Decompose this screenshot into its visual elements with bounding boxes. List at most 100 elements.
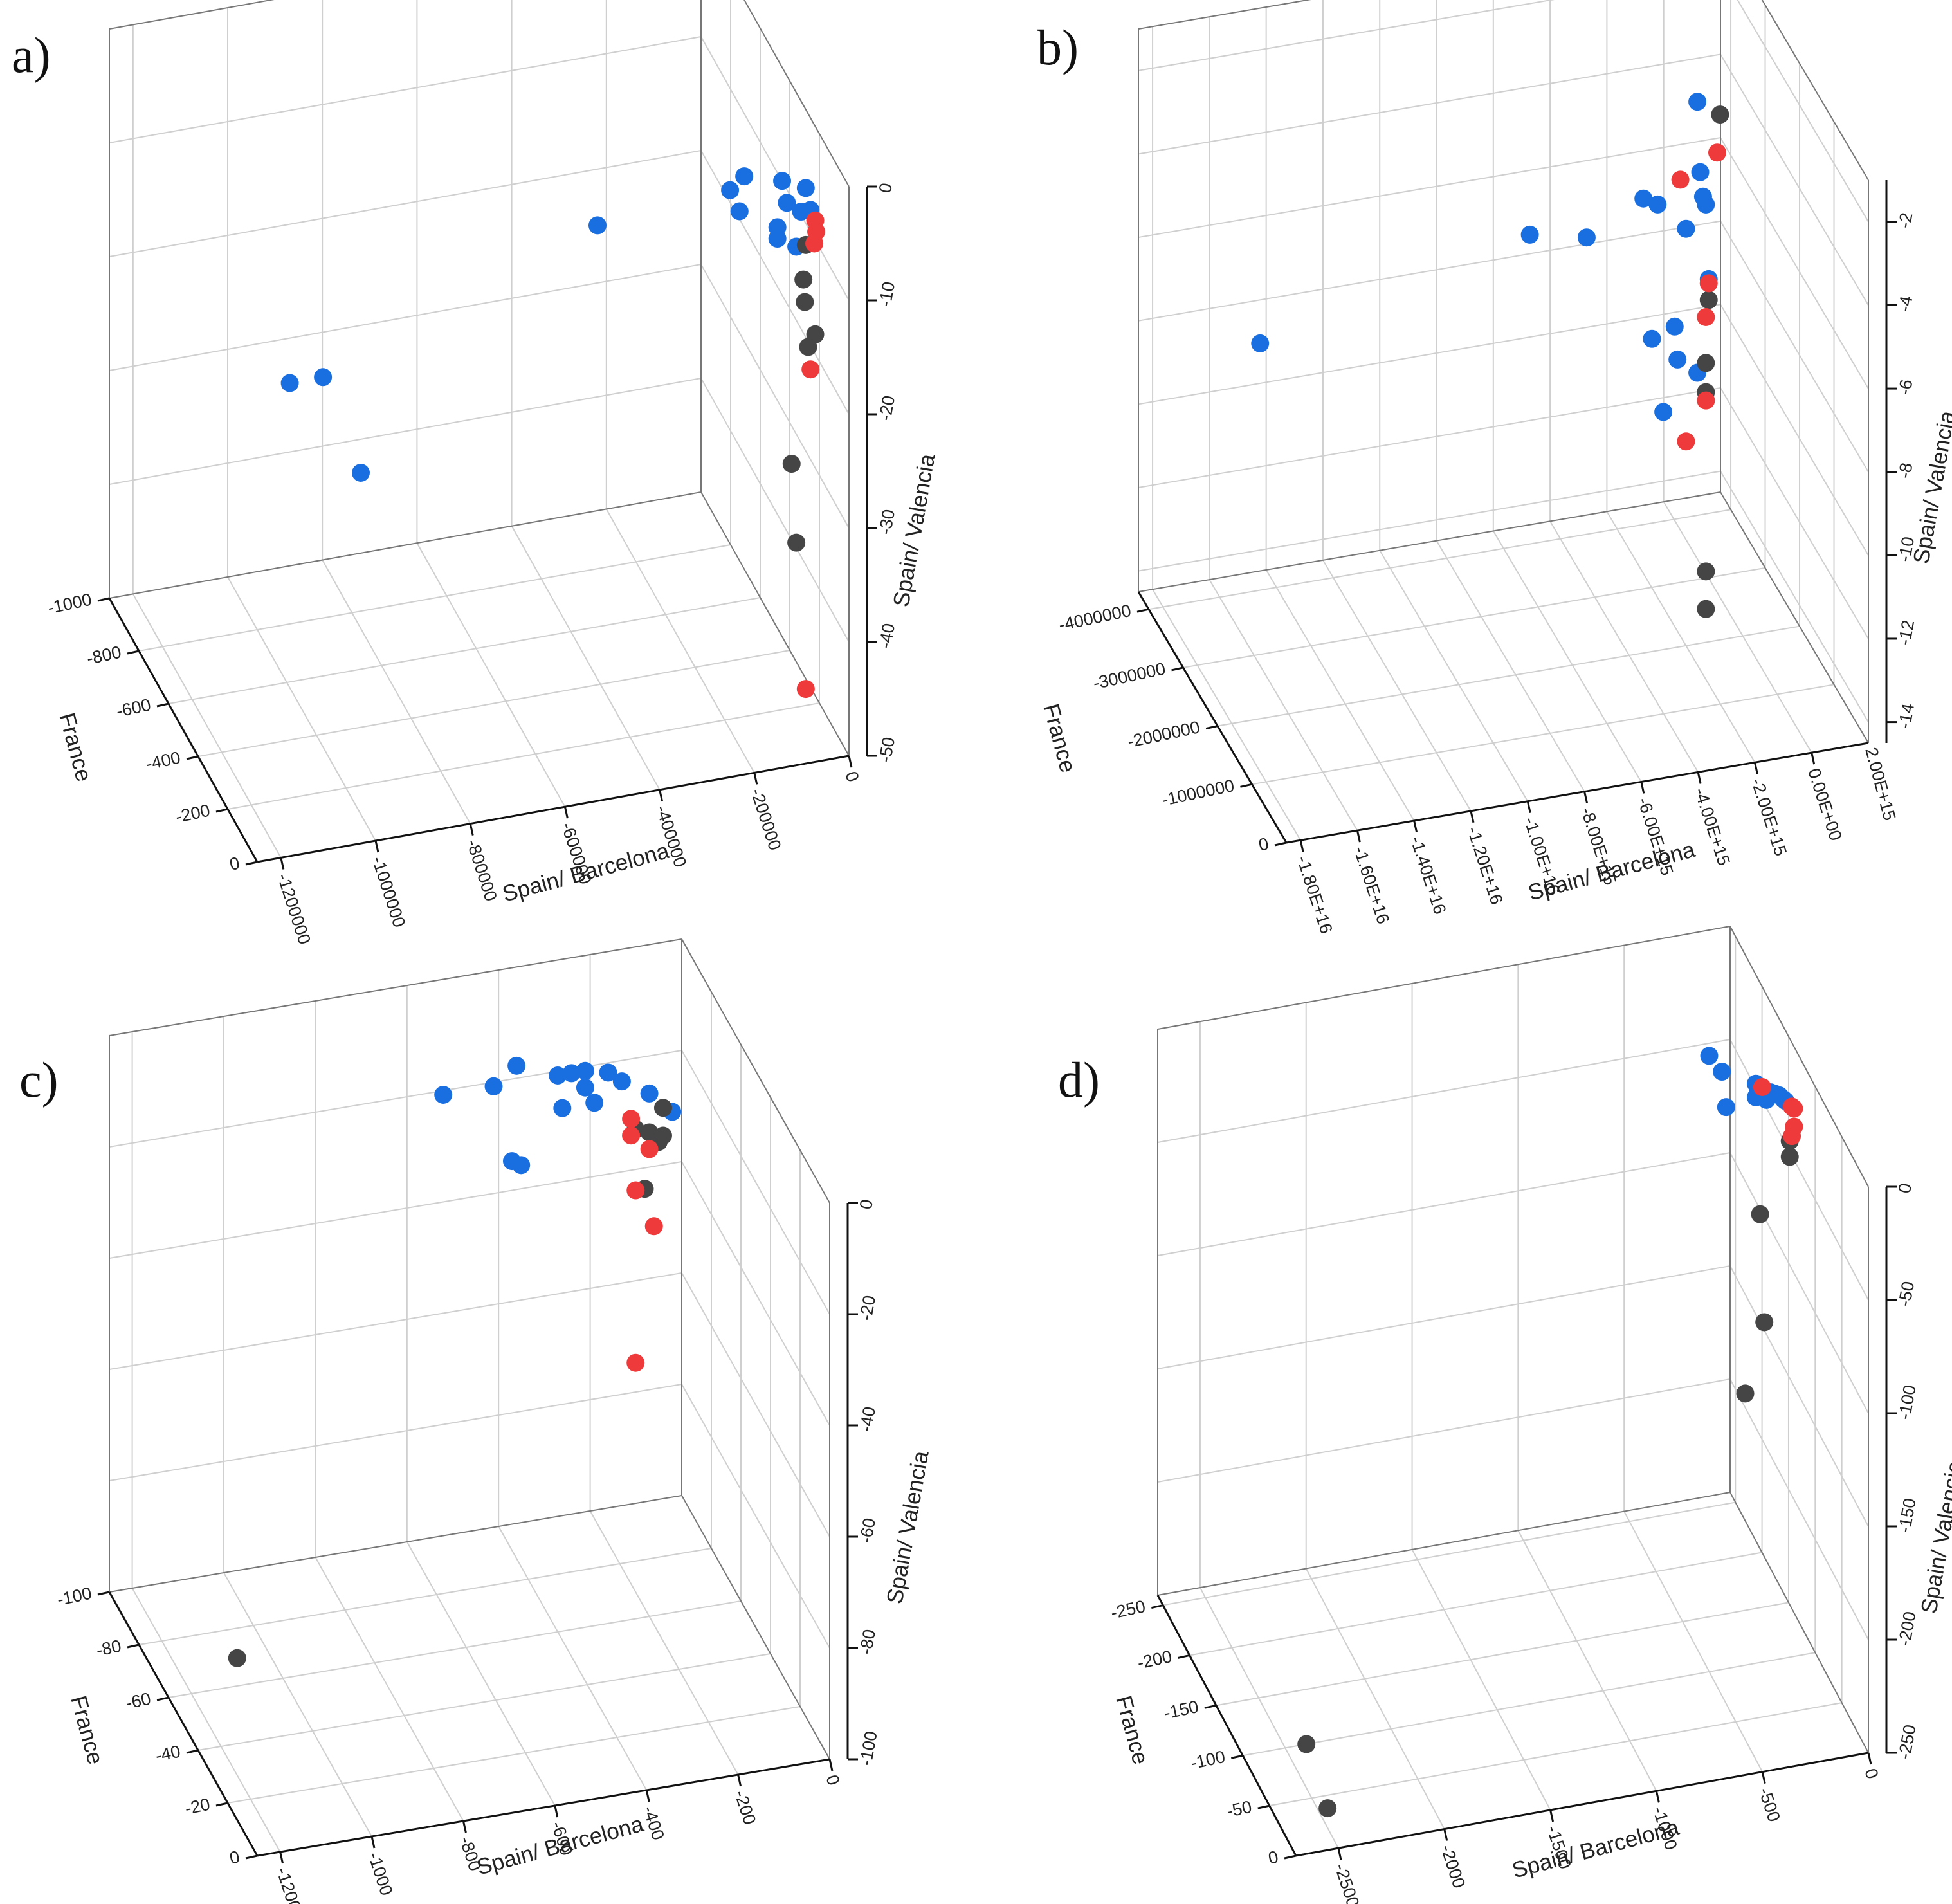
x-tick-label: -1.40E+16 [1407,834,1450,917]
x-tick-label: -200000 [747,786,785,853]
y-tick-label: -4000000 [1057,601,1133,635]
panel-d-grid [1157,936,1869,1849]
z-tick-label: -100 [856,1730,881,1767]
y-tick-label: 0 [1257,834,1270,855]
data-point-red [1697,308,1715,327]
x-tick-label: -800000 [462,837,500,904]
panel-a-x-ticks: 0-200000-400000-600000-800000-1000000-12… [273,755,862,947]
data-point-black [1697,354,1715,372]
y-tick-label: -50 [1225,1797,1253,1821]
data-point-red [805,234,824,253]
z-tick-label: -4 [1895,295,1917,313]
data-point-black [787,533,806,552]
panel-b-frame [1137,0,1888,844]
z-tick-label: -8 [1895,461,1917,480]
panel-a: a) 0-200000-400000-600000-800000-1000000… [12,0,940,947]
z-tick-label: -60 [856,1517,879,1545]
data-point-blue [778,194,796,212]
data-point-blue [1577,228,1596,247]
data-point-red [1753,1077,1771,1096]
x-tick-label: 0 [1861,1766,1882,1782]
panel-b-points [1251,93,1729,618]
data-point-blue [1697,196,1715,214]
panel-d-x-ticks: 0-500-1000-1500-2000-2500 [1331,1752,1882,1904]
data-point-black [1297,1735,1316,1753]
data-point-red [626,1181,645,1200]
x-tick-label: 0 [822,1773,843,1788]
data-point-black [1751,1205,1769,1223]
data-point-red [1671,170,1690,189]
z-tick-label: -10 [875,280,898,309]
y-tick-label: 0 [1266,1847,1280,1868]
x-tick-label: -4.00E+15 [1690,785,1733,868]
z-tick-label: 0 [1895,1182,1915,1195]
data-point-blue [1713,1063,1731,1081]
z-tick-label: -10 [1895,535,1918,563]
x-tick-label: -2500 [1331,1862,1363,1904]
data-point-blue [576,1061,594,1080]
data-point-blue [1654,403,1673,421]
data-point-blue [612,1072,631,1091]
panel-d-z-ticks: 0 -50 -100 -150 -200 -250 [1886,1182,1920,1761]
y-tick-label: -600 [114,695,152,722]
x-tick-label: -1.60E+16 [1350,844,1393,926]
panel-d-x-title: Spain/ Barcelona [1510,1815,1682,1883]
panel-d-points [1297,1047,1803,1818]
data-point-black [653,1099,672,1117]
z-tick-label: -200 [1895,1610,1920,1647]
data-point-red [1783,1127,1801,1146]
data-point-red [1697,391,1715,410]
panel-a-x-title: Spain/ Barcelona [500,838,672,907]
data-point-black [796,293,814,311]
data-point-black [1318,1799,1337,1818]
y-tick-label: -1000 [46,590,93,618]
panel-b-y-title: France [1038,701,1081,775]
data-point-blue [553,1099,572,1117]
data-point-black [1697,562,1715,581]
z-tick-label: -250 [1895,1723,1920,1761]
x-tick-label: -1000000 [368,854,409,930]
y-tick-label: -1000000 [1160,776,1236,810]
y-tick-label: -200 [1136,1647,1174,1673]
panel-d-label: d) [1058,1052,1100,1108]
x-tick-label: -1000 [364,1850,396,1898]
y-tick-label: -250 [1109,1597,1147,1623]
z-tick-label: -50 [1895,1280,1918,1308]
panel-b-grid [1138,0,1869,841]
panel-a-label: a) [12,27,51,83]
data-point-red [622,1126,641,1145]
data-point-black [1699,291,1718,309]
z-tick-label: -80 [856,1628,879,1656]
z-tick-label: -14 [1895,702,1918,730]
y-tick-label: -80 [95,1636,123,1660]
data-point-black [1755,1313,1774,1332]
z-tick-label: -50 [875,736,898,764]
data-point-red [622,1110,641,1128]
data-point-red [801,360,820,379]
y-tick-label: -100 [1189,1747,1227,1773]
x-tick-label: 0.00E+00 [1804,766,1845,843]
data-point-blue [773,172,792,190]
panel-b-y-ticks: 0 -1000000 -2000000 -3000000 -4000000 [1057,601,1287,855]
y-tick-label: -150 [1162,1697,1200,1723]
y-tick-label: -400 [144,748,182,774]
data-point-blue [314,368,333,387]
data-point-blue [1665,317,1684,336]
y-tick-label: 0 [228,854,241,874]
panel-b-x-ticks: 0.00E+00-2.00E+15-4.00E+15-6.00E+15-8.00… [1293,752,1845,936]
x-tick-label: -200 [731,1788,760,1827]
z-tick-label: -20 [856,1294,879,1323]
panel-c-label: c) [19,1052,59,1108]
z-tick-label: 0 [875,181,896,194]
panel-c: c) 0 -200 -400 -60 0 -80 0 -1000 -1200 0 -20 -40 -6… [19,938,934,1904]
panel-b-z-ticks: -2 -4 -6 -8 -10 -12 -14 [1886,211,1918,730]
data-point-blue [1688,93,1707,111]
panel-d-frame [1156,926,1888,1857]
x-tick-label: 0 [841,769,862,785]
x-tick-label: -1.20E+16 [1463,824,1506,906]
data-point-blue [1643,329,1661,348]
data-point-blue [1648,195,1667,214]
panel-b-z-title: Spain/ Valencia [1908,408,1952,565]
data-point-black [799,338,817,356]
y-tick-label: -800 [85,643,123,669]
